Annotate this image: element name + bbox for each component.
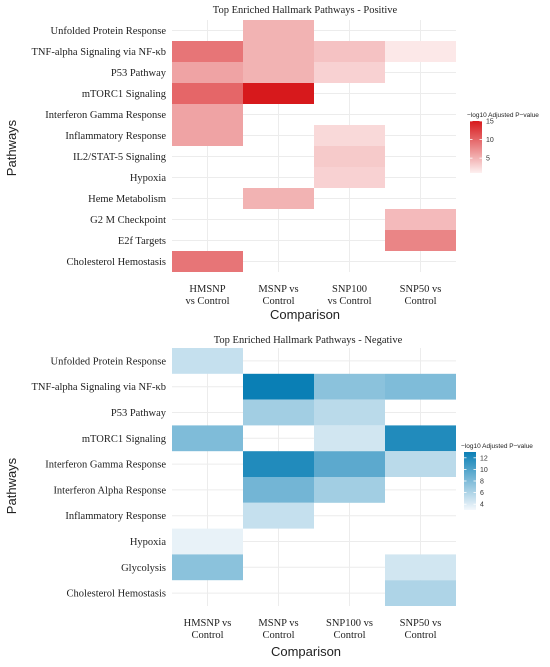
legend-tick-label: 4 [480,502,484,509]
x-tick-label: HMSNP vs Control [185,284,229,307]
y-tick-label: Inflammatory Response [65,511,166,522]
heatmap-cell [172,83,243,104]
y-tick-label: Cholesterol Hemostasis [67,257,166,268]
heatmap-cell [243,62,314,83]
y-tick-label: Unfolded Protein Response [51,356,167,367]
legend-colorbar [470,121,482,173]
heatmap-cell [243,83,314,104]
heatmap-cell [243,373,314,400]
heatmap-cell [314,62,385,83]
y-tick-label: Interferon Alpha Response [53,485,166,496]
heatmap-cells [172,348,456,606]
heatmap-cell [172,251,243,272]
legend-tick-label: 5 [486,156,490,163]
y-tick-label: TNF-alpha Signaling via NF-κb [32,382,167,393]
heatmap-cell [314,167,385,188]
heatmap-cell [243,41,314,62]
x-tick-label: SNP100 vs Control [326,618,373,641]
heatmap-cell [243,399,314,426]
heatmap-cell [385,580,456,606]
x-tick-label: HMSNP vs Control [184,618,232,641]
chart-title: Top Enriched Hallmark Pathways - Positiv… [213,5,398,16]
y-tick-label: Unfolded Protein Response [51,26,167,37]
heatmap-cell [172,528,243,555]
heatmap-cell [314,373,385,400]
heatmap-cell [172,554,243,581]
heatmap-cells [172,20,456,272]
negative-heatmap: Top Enriched Hallmark Pathways - Negativ… [4,335,533,659]
legend-tick-label: 12 [480,455,488,462]
heatmap-cell [385,451,456,477]
heatmap-cell [314,425,385,452]
heatmap-cell [314,399,385,426]
y-tick-label: Hypoxia [130,173,167,184]
y-tick-label: TNF-alpha Signaling via NF-κb [32,47,167,58]
y-tick-label: Interferon Gamma Response [45,110,166,121]
y-tick-label: P53 Pathway [111,408,167,419]
heatmap-cell [385,373,456,400]
y-tick-label: Heme Metabolism [88,194,166,205]
y-tick-label: Glycolysis [121,563,166,574]
heatmap-cell [172,41,243,62]
y-tick-label: E2f Targets [118,236,166,247]
y-tick-label: Hypoxia [130,537,167,548]
heatmap-cell [314,125,385,146]
y-tick-label: mTORC1 Signaling [82,89,167,100]
legend-tick-label: 6 [480,490,484,497]
heatmap-cell [172,104,243,125]
y-tick-label: mTORC1 Signaling [82,434,167,445]
y-tick-labels: Unfolded Protein Response TNF-alpha Signa… [32,356,167,599]
legend-tick-label: 10 [480,467,488,474]
x-tick-label: MSNP vs Control [258,618,298,641]
legend-tick-label: 10 [486,137,494,144]
heatmap-cell [314,41,385,62]
x-tick-label: SNP100 vs Control [327,284,371,307]
heatmap-cell [243,502,314,529]
heatmap-cell [314,477,385,503]
legend-title: −log10 Adjusted P−value [467,112,539,119]
heatmap-cell [243,20,314,41]
x-axis-title: Comparison [270,307,340,322]
heatmap-cell [172,62,243,83]
y-tick-label: Inflammatory Response [65,131,166,142]
y-tick-label: G2 M Checkpoint [90,215,166,226]
legend-tick-label: 15 [486,119,494,126]
heatmap-cell [172,125,243,146]
heatmap-cell [172,425,243,452]
heatmap-cell [243,451,314,477]
x-axis-title: Comparison [271,644,341,659]
heatmap-cell [314,146,385,167]
heatmap-cell [385,425,456,452]
x-tick-labels: HMSNP vs Control MSNP vs Control SNP100 vs Co… [185,284,441,307]
x-tick-labels: HMSNP vs Control MSNP vs Control SNP100 vs Co… [184,618,442,641]
chart-title: Top Enriched Hallmark Pathways - Negativ… [214,335,403,346]
heatmap-cell [385,230,456,251]
heatmap-cell [314,451,385,477]
y-tick-label: P53 Pathway [111,68,167,79]
color-legend: −log10 Adjusted P−value 12 10 8 6 4 [461,443,533,510]
y-tick-label: IL2/STAT-5 Signaling [73,152,167,163]
positive-heatmap: Top Enriched Hallmark Pathways - Positiv… [4,5,539,322]
heatmap-cell [385,209,456,230]
y-tick-label: Interferon Gamma Response [45,460,166,471]
x-tick-label: MSNP vs Control [258,284,298,307]
y-axis-title: Pathways [4,119,19,176]
legend-tick-label: 8 [480,479,484,486]
heatmap-cell [385,554,456,581]
heatmap-cell [385,41,456,62]
legend-colorbar [464,452,476,510]
heatmap-cell [243,477,314,503]
x-tick-label: SNP50 vs Control [400,618,442,641]
y-axis-title: Pathways [4,457,19,514]
y-tick-label: Cholesterol Hemostasis [67,589,166,600]
legend-title: −log10 Adjusted P−value [461,443,533,450]
y-tick-labels: Unfolded Protein Response TNF-alpha Signa… [32,26,167,268]
heatmap-cell [172,348,243,374]
x-tick-label: SNP50 vs Control [400,284,442,307]
heatmap-cell [243,188,314,209]
